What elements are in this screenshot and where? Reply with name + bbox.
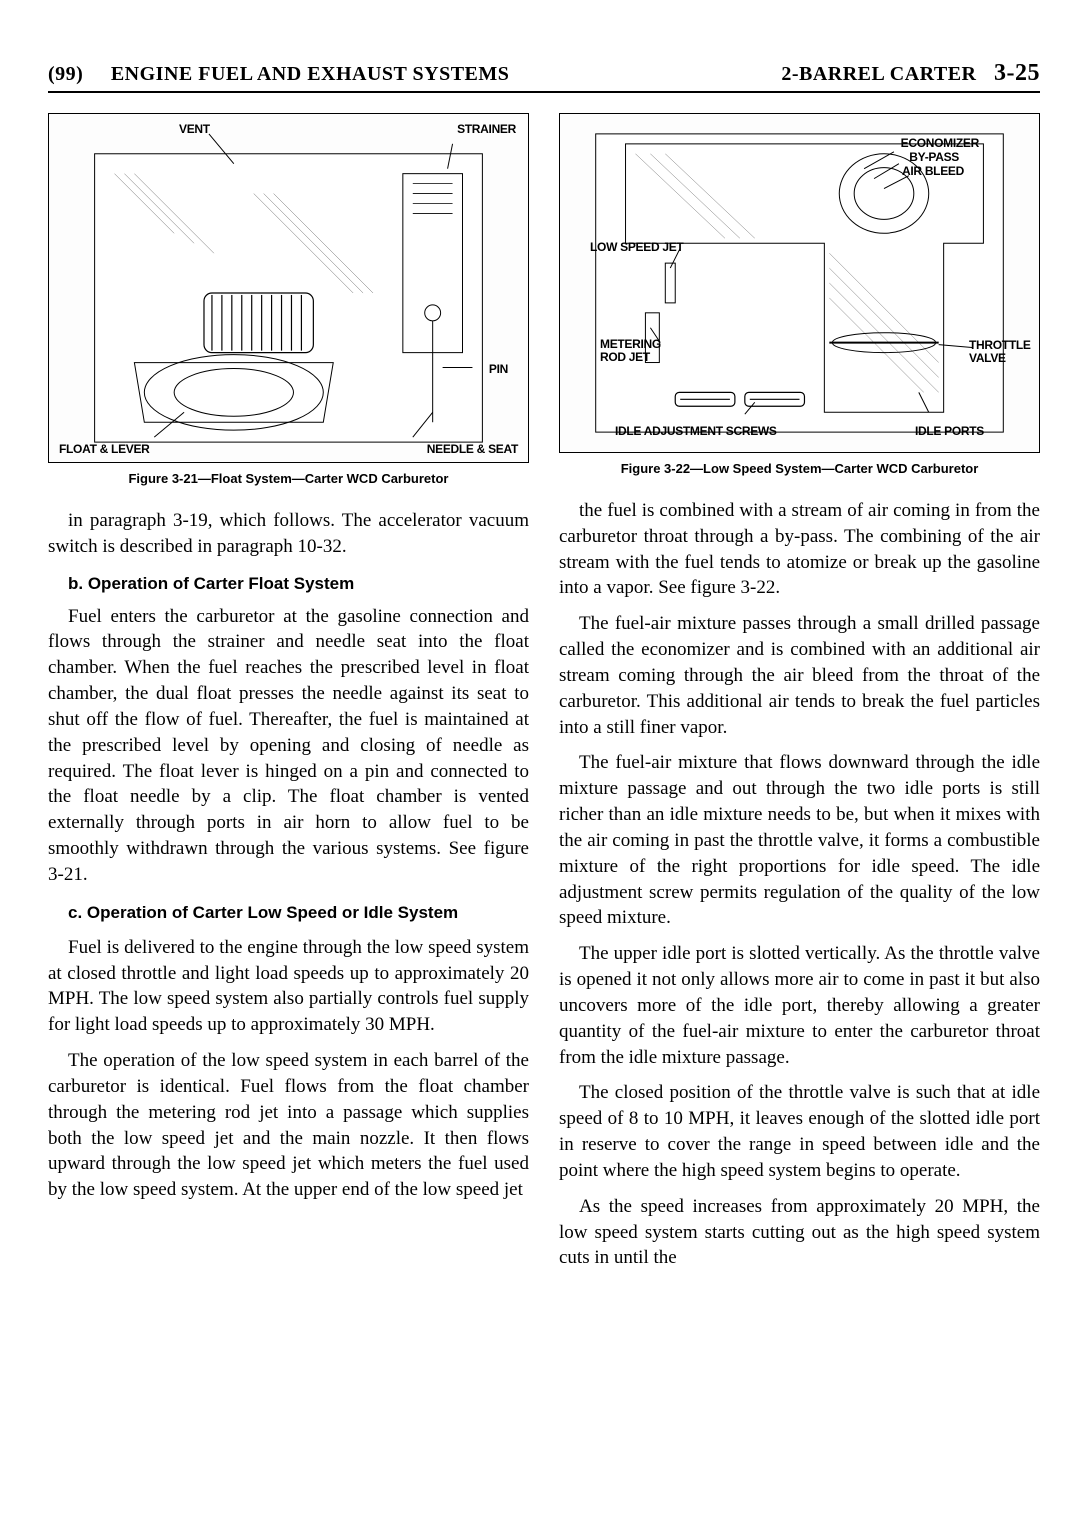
right-column: ECONOMIZER BY-PASS AIR BLEED LOW SPEED J… [559, 113, 1040, 1281]
left-column: VENT STRAINER PIN FLOAT & LEVER NEEDLE &… [48, 113, 529, 1281]
label-pin: PIN [489, 362, 508, 376]
label-throttle-valve: THROTTLE VALVE [969, 339, 1029, 365]
figure-3-22-caption: Figure 3-22—Low Speed System—Carter WCD … [559, 461, 1040, 476]
label-economizer: ECONOMIZER [901, 136, 979, 150]
left-p3: Fuel is delivered to the engine through … [48, 935, 529, 1038]
figure-3-21-caption: Figure 3-21—Float System—Carter WCD Carb… [48, 471, 529, 486]
left-p1: in paragraph 3-19, which follows. The ac… [48, 508, 529, 560]
label-air-bleed: AIR BLEED [902, 164, 964, 178]
right-p3: The fuel-air mixture that flows downward… [559, 750, 1040, 931]
figure-3-22-diagram [560, 114, 1039, 452]
label-vent: VENT [179, 122, 210, 136]
label-metering-rod-jet: METERING ROD JET [600, 338, 670, 364]
section-left: ENGINE FUEL AND EXHAUST SYSTEMS [111, 63, 510, 85]
figure-3-21-diagram [49, 114, 528, 462]
label-idle-ports: IDLE PORTS [915, 424, 984, 438]
right-p4: The upper idle port is slotted verticall… [559, 941, 1040, 1070]
right-p5: The closed position of the throttle valv… [559, 1080, 1040, 1183]
label-idle-adj-screws: IDLE ADJUSTMENT SCREWS [615, 424, 777, 438]
label-strainer: STRAINER [457, 122, 516, 136]
label-float-lever: FLOAT & LEVER [59, 442, 150, 456]
page-num: 3-25 [994, 60, 1040, 86]
figure-3-21: VENT STRAINER PIN FLOAT & LEVER NEEDLE &… [48, 113, 529, 463]
page-ref: (99) [48, 63, 83, 85]
right-p6: As the speed increases from approximatel… [559, 1194, 1040, 1271]
figure-3-22: ECONOMIZER BY-PASS AIR BLEED LOW SPEED J… [559, 113, 1040, 453]
label-bypass: BY-PASS [909, 150, 959, 164]
header-left: (99) ENGINE FUEL AND EXHAUST SYSTEMS [48, 63, 509, 86]
content-columns: VENT STRAINER PIN FLOAT & LEVER NEEDLE &… [48, 113, 1040, 1281]
subhead-b: b. Operation of Carter Float System [68, 574, 529, 594]
section-right: 2-BARREL CARTER [781, 63, 976, 85]
subhead-c: c. Operation of Carter Low Speed or Idle… [68, 902, 529, 925]
label-low-speed-jet: LOW SPEED JET [590, 240, 683, 254]
header-right: 2-BARREL CARTER 3-25 [781, 60, 1040, 87]
right-p1: the fuel is combined with a stream of ai… [559, 498, 1040, 601]
left-p4: The operation of the low speed system in… [48, 1048, 529, 1203]
label-needle-seat: NEEDLE & SEAT [427, 442, 518, 456]
left-p2: Fuel enters the carburetor at the gasoli… [48, 604, 529, 888]
page-header: (99) ENGINE FUEL AND EXHAUST SYSTEMS 2-B… [48, 60, 1040, 93]
right-p2: The fuel-air mixture passes through a sm… [559, 611, 1040, 740]
